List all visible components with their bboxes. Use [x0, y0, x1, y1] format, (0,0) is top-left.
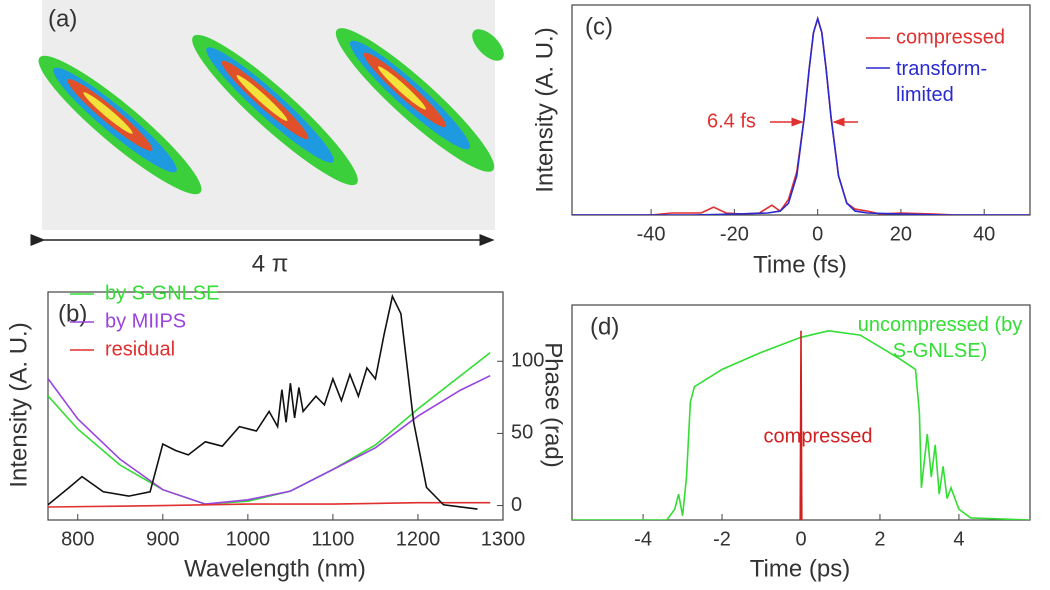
x-tick-label: 4 [953, 528, 964, 550]
x-tick-label: 900 [146, 528, 179, 550]
series-line [48, 501, 491, 508]
x-tick-label: 0 [795, 528, 806, 550]
x-tick-label: -2 [713, 528, 731, 550]
series-line [48, 374, 491, 505]
x-tick-label: 800 [61, 528, 94, 550]
plot-frame [571, 4, 1031, 216]
plot-frame [47, 291, 504, 521]
legend-label: by S-GNLSE [105, 282, 219, 304]
y2-axis-label: Phase (rad) [540, 342, 567, 467]
panel-label: (a) [48, 5, 77, 32]
legend-label: compressed [764, 425, 873, 447]
y2-tick-label: 50 [511, 422, 533, 444]
legend-box: uncompressed (by S-GNLSE) [857, 314, 1023, 362]
x-tick-label: 1200 [396, 528, 441, 550]
legend-box: transform-limited [896, 58, 988, 106]
x-tick-label: 1100 [311, 528, 354, 550]
x-tick-label: 2 [874, 528, 885, 550]
x-axis-label: Wavelength (nm) [184, 555, 366, 582]
y2-tick-label: 100 [511, 350, 544, 372]
x-tick-label: -4 [634, 528, 652, 550]
legend-label: residual [105, 338, 175, 360]
series-line [572, 15, 1030, 215]
x-tick-label: 1000 [226, 528, 271, 550]
legend-label: by MIIPS [105, 310, 186, 332]
series-line [572, 329, 1030, 520]
legend-label: transform-limited [896, 58, 988, 106]
legend-label: compressed [896, 26, 1005, 48]
x-tick-label: 20 [890, 223, 912, 245]
x-axis-label: Time (ps) [750, 555, 850, 582]
legend-label: uncompressed (by S-GNLSE) [857, 314, 1023, 362]
span-label: 4 π [252, 250, 289, 277]
x-axis-label: Time (fs) [753, 251, 847, 278]
x-tick-label: 1300 [481, 528, 526, 550]
panel-label: (b) [58, 300, 87, 327]
x-tick-label: 0 [812, 223, 823, 245]
map-image [30, 0, 504, 246]
series-line [799, 330, 803, 520]
panel-label: (d) [590, 313, 619, 340]
annotation: 6.4 fs [707, 110, 756, 132]
series-line [48, 293, 478, 510]
x-tick-label: 40 [973, 223, 995, 245]
x-tick-label: -20 [720, 223, 749, 245]
y2-tick-label: 0 [511, 494, 522, 516]
panel-label: (c) [585, 13, 613, 40]
y-axis-label: Intensity (A. U.) [531, 27, 558, 192]
series-line [48, 351, 491, 505]
y-axis-label: Intensity (A. U.) [5, 322, 32, 487]
x-tick-label: -40 [637, 223, 666, 245]
